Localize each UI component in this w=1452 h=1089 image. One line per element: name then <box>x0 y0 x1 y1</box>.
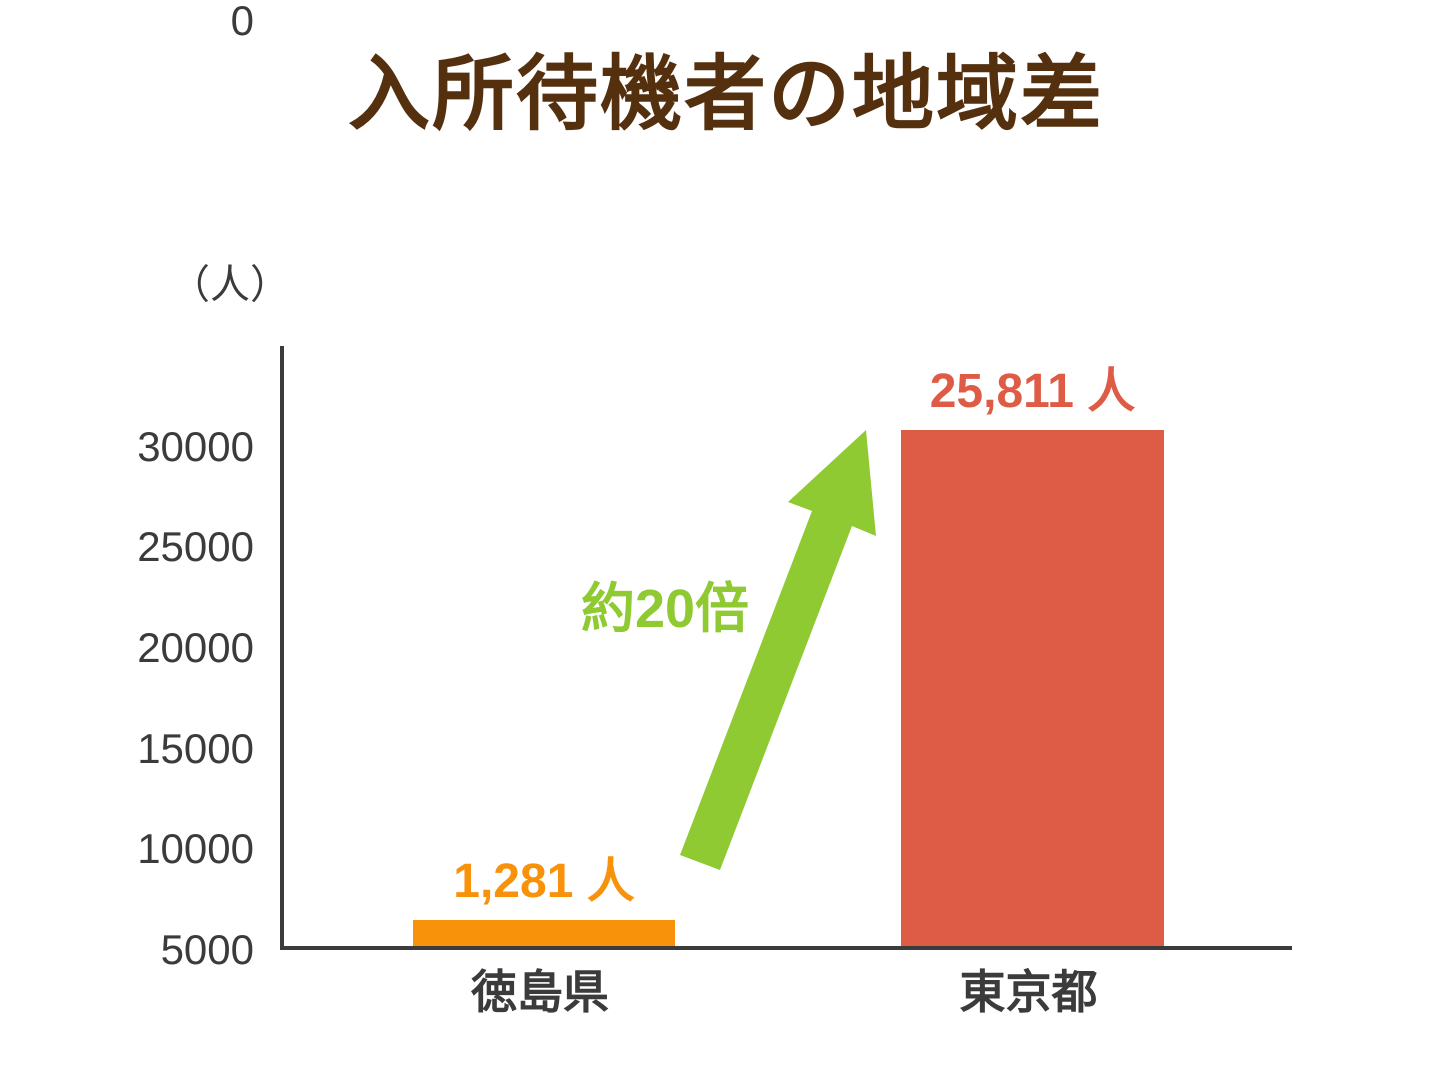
ratio-annotation: 約20倍 <box>580 579 750 639</box>
y-axis-tick-20000: 20000 <box>137 624 254 671</box>
bar-value-label-tokyo: 25,811 人 <box>929 364 1136 418</box>
y-axis-tick-15000: 15000 <box>137 725 254 772</box>
y-axis-unit-label: （人） <box>170 263 290 307</box>
x-axis-label-tokyo: 東京都 <box>959 966 1098 1018</box>
y-axis-tick-25000: 25000 <box>137 523 254 570</box>
y-axis-tick-10000: 10000 <box>137 825 254 872</box>
x-axis-label-tokushima: 徳島県 <box>471 966 609 1018</box>
bar-group-tokyo: 25,811 人 <box>901 346 1164 946</box>
bar-tokyo <box>901 429 1164 946</box>
y-axis-tick-0: 0 <box>230 0 254 44</box>
bar-value-label-tokushima: 1,281 人 <box>453 855 635 909</box>
y-axis-tick-5000: 5000 <box>160 926 254 973</box>
y-axis-tick-30000: 30000 <box>137 423 254 470</box>
bar-tokushima <box>413 920 675 946</box>
bar-group-tokushima: 1,281 人 <box>413 346 675 946</box>
plot-area: 1,281 人 25,811 人 <box>280 346 1292 950</box>
chart-title: 入所待機者の地域差 <box>347 49 1104 140</box>
